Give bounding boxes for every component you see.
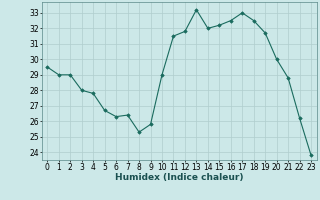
X-axis label: Humidex (Indice chaleur): Humidex (Indice chaleur)	[115, 173, 244, 182]
